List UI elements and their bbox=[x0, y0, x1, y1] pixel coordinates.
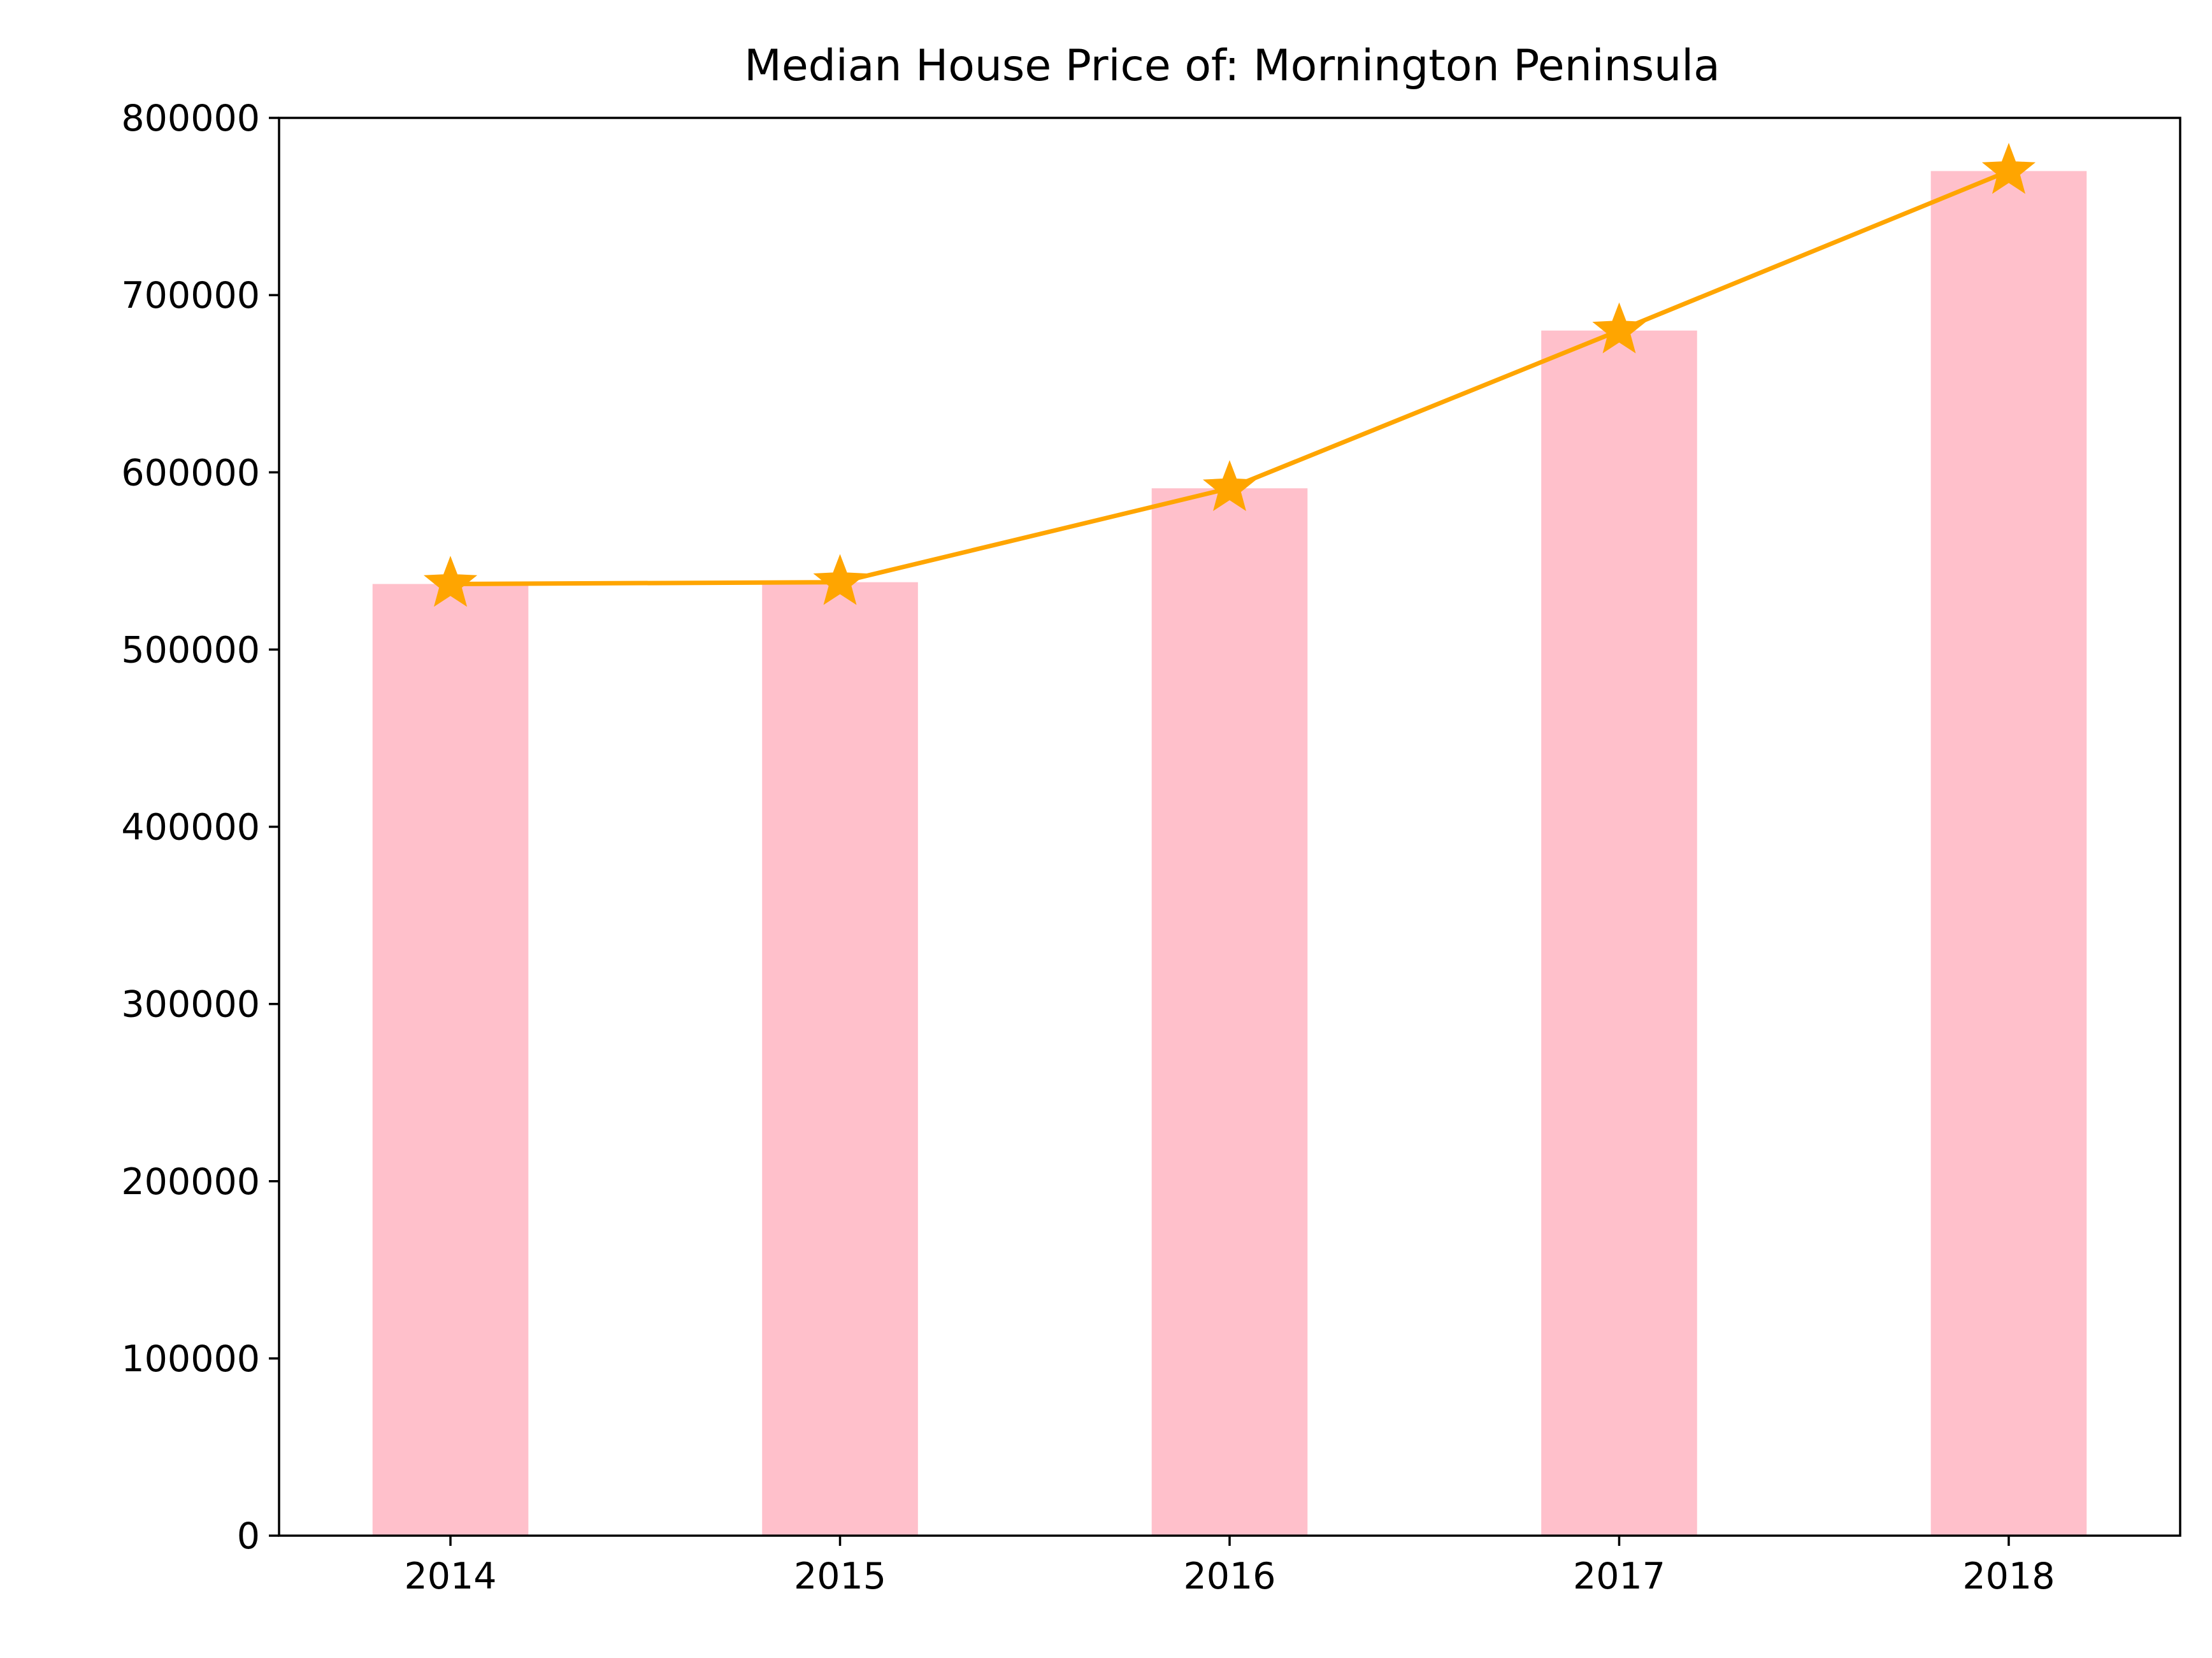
y-tick-label: 500000 bbox=[121, 629, 260, 671]
y-tick-label: 300000 bbox=[121, 984, 260, 1026]
bar-2018 bbox=[1930, 171, 2087, 1536]
star-marker-2016 bbox=[1202, 460, 1257, 511]
bar-2017 bbox=[1541, 330, 1697, 1536]
y-tick-label: 800000 bbox=[121, 97, 260, 140]
star-marker-2014 bbox=[423, 556, 478, 607]
x-tick-label: 2017 bbox=[1573, 1555, 1665, 1597]
x-tick-label: 2015 bbox=[794, 1555, 886, 1597]
bars-layer bbox=[372, 171, 2087, 1536]
x-tick-label: 2016 bbox=[1183, 1555, 1275, 1597]
star-marker-2015 bbox=[813, 554, 867, 605]
star-marker-2018 bbox=[1981, 143, 2036, 194]
y-tick-label: 100000 bbox=[121, 1338, 260, 1380]
x-tick-label: 2014 bbox=[405, 1555, 497, 1597]
y-tick-label: 200000 bbox=[121, 1161, 260, 1203]
y-tick-label: 600000 bbox=[121, 452, 260, 494]
y-tick-label: 700000 bbox=[121, 275, 260, 317]
y-tick-label: 400000 bbox=[121, 807, 260, 849]
x-tick-label: 2018 bbox=[1962, 1555, 2055, 1597]
star-marker-2017 bbox=[1592, 302, 1646, 354]
chart-title: Median House Price of: Mornington Penins… bbox=[744, 41, 1720, 91]
y-tick-label: 0 bbox=[237, 1515, 260, 1557]
line-layer bbox=[423, 143, 2036, 607]
bar-2014 bbox=[372, 584, 529, 1536]
axes-layer: 0 100000 200000 300000 400000 500000 600000 700… bbox=[121, 97, 2181, 1597]
bar-2015 bbox=[762, 582, 918, 1536]
bar-2016 bbox=[1151, 488, 1308, 1536]
